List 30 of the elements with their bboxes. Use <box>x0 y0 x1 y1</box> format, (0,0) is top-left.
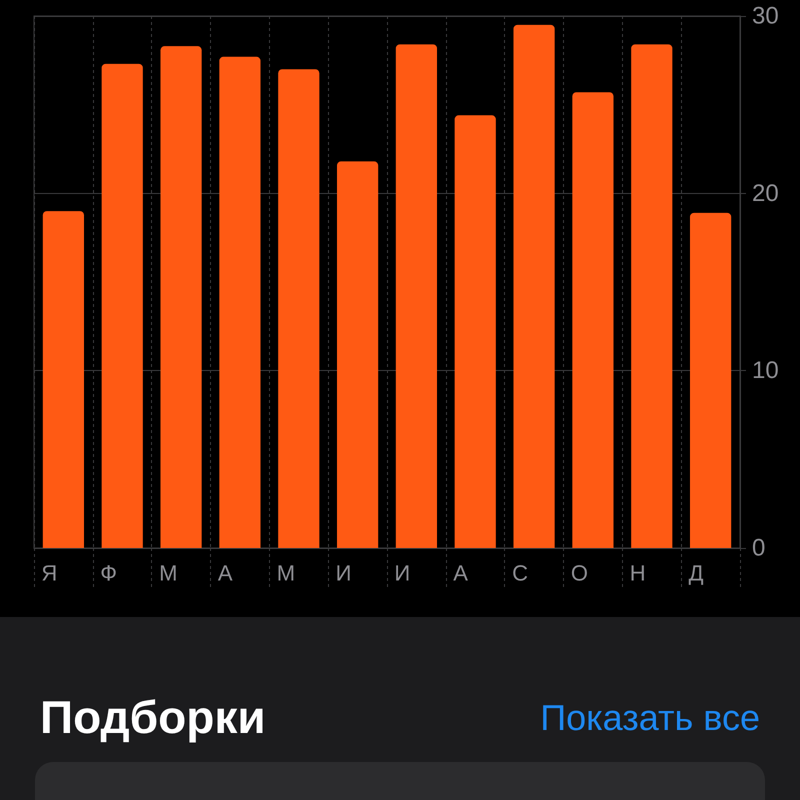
text: Подборки <box>40 691 266 744</box>
x-tick-label: М <box>159 560 178 586</box>
bar <box>572 92 614 548</box>
x-tick-label: Ф <box>100 560 117 586</box>
bar <box>160 46 202 548</box>
y-tick-label: 30 <box>752 2 779 30</box>
bar <box>396 44 438 548</box>
bar <box>336 161 378 548</box>
x-tick-label: С <box>512 560 528 586</box>
y-tick-label: 10 <box>752 357 779 384</box>
x-tick-label: М <box>276 560 296 586</box>
x-tick-label: А <box>453 560 468 586</box>
x-tick-label: И <box>394 560 410 586</box>
bar <box>102 64 143 548</box>
x-tick-label: О <box>570 560 588 586</box>
bar <box>42 211 84 548</box>
y-tick-label: 20 <box>752 180 779 207</box>
bar <box>219 56 261 548</box>
x-tick-label: Д <box>688 560 704 586</box>
bar <box>278 69 320 548</box>
bar <box>513 24 555 548</box>
x-tick-label: А <box>218 560 233 586</box>
x-tick-label: Н <box>630 560 646 586</box>
x-tick-label: И <box>336 560 352 586</box>
x-tick-label: Я <box>41 560 58 586</box>
bar <box>454 115 496 548</box>
bar <box>631 44 672 548</box>
text: Показать все <box>540 697 760 738</box>
bar <box>690 212 732 548</box>
y-tick-label: 0 <box>752 534 766 562</box>
